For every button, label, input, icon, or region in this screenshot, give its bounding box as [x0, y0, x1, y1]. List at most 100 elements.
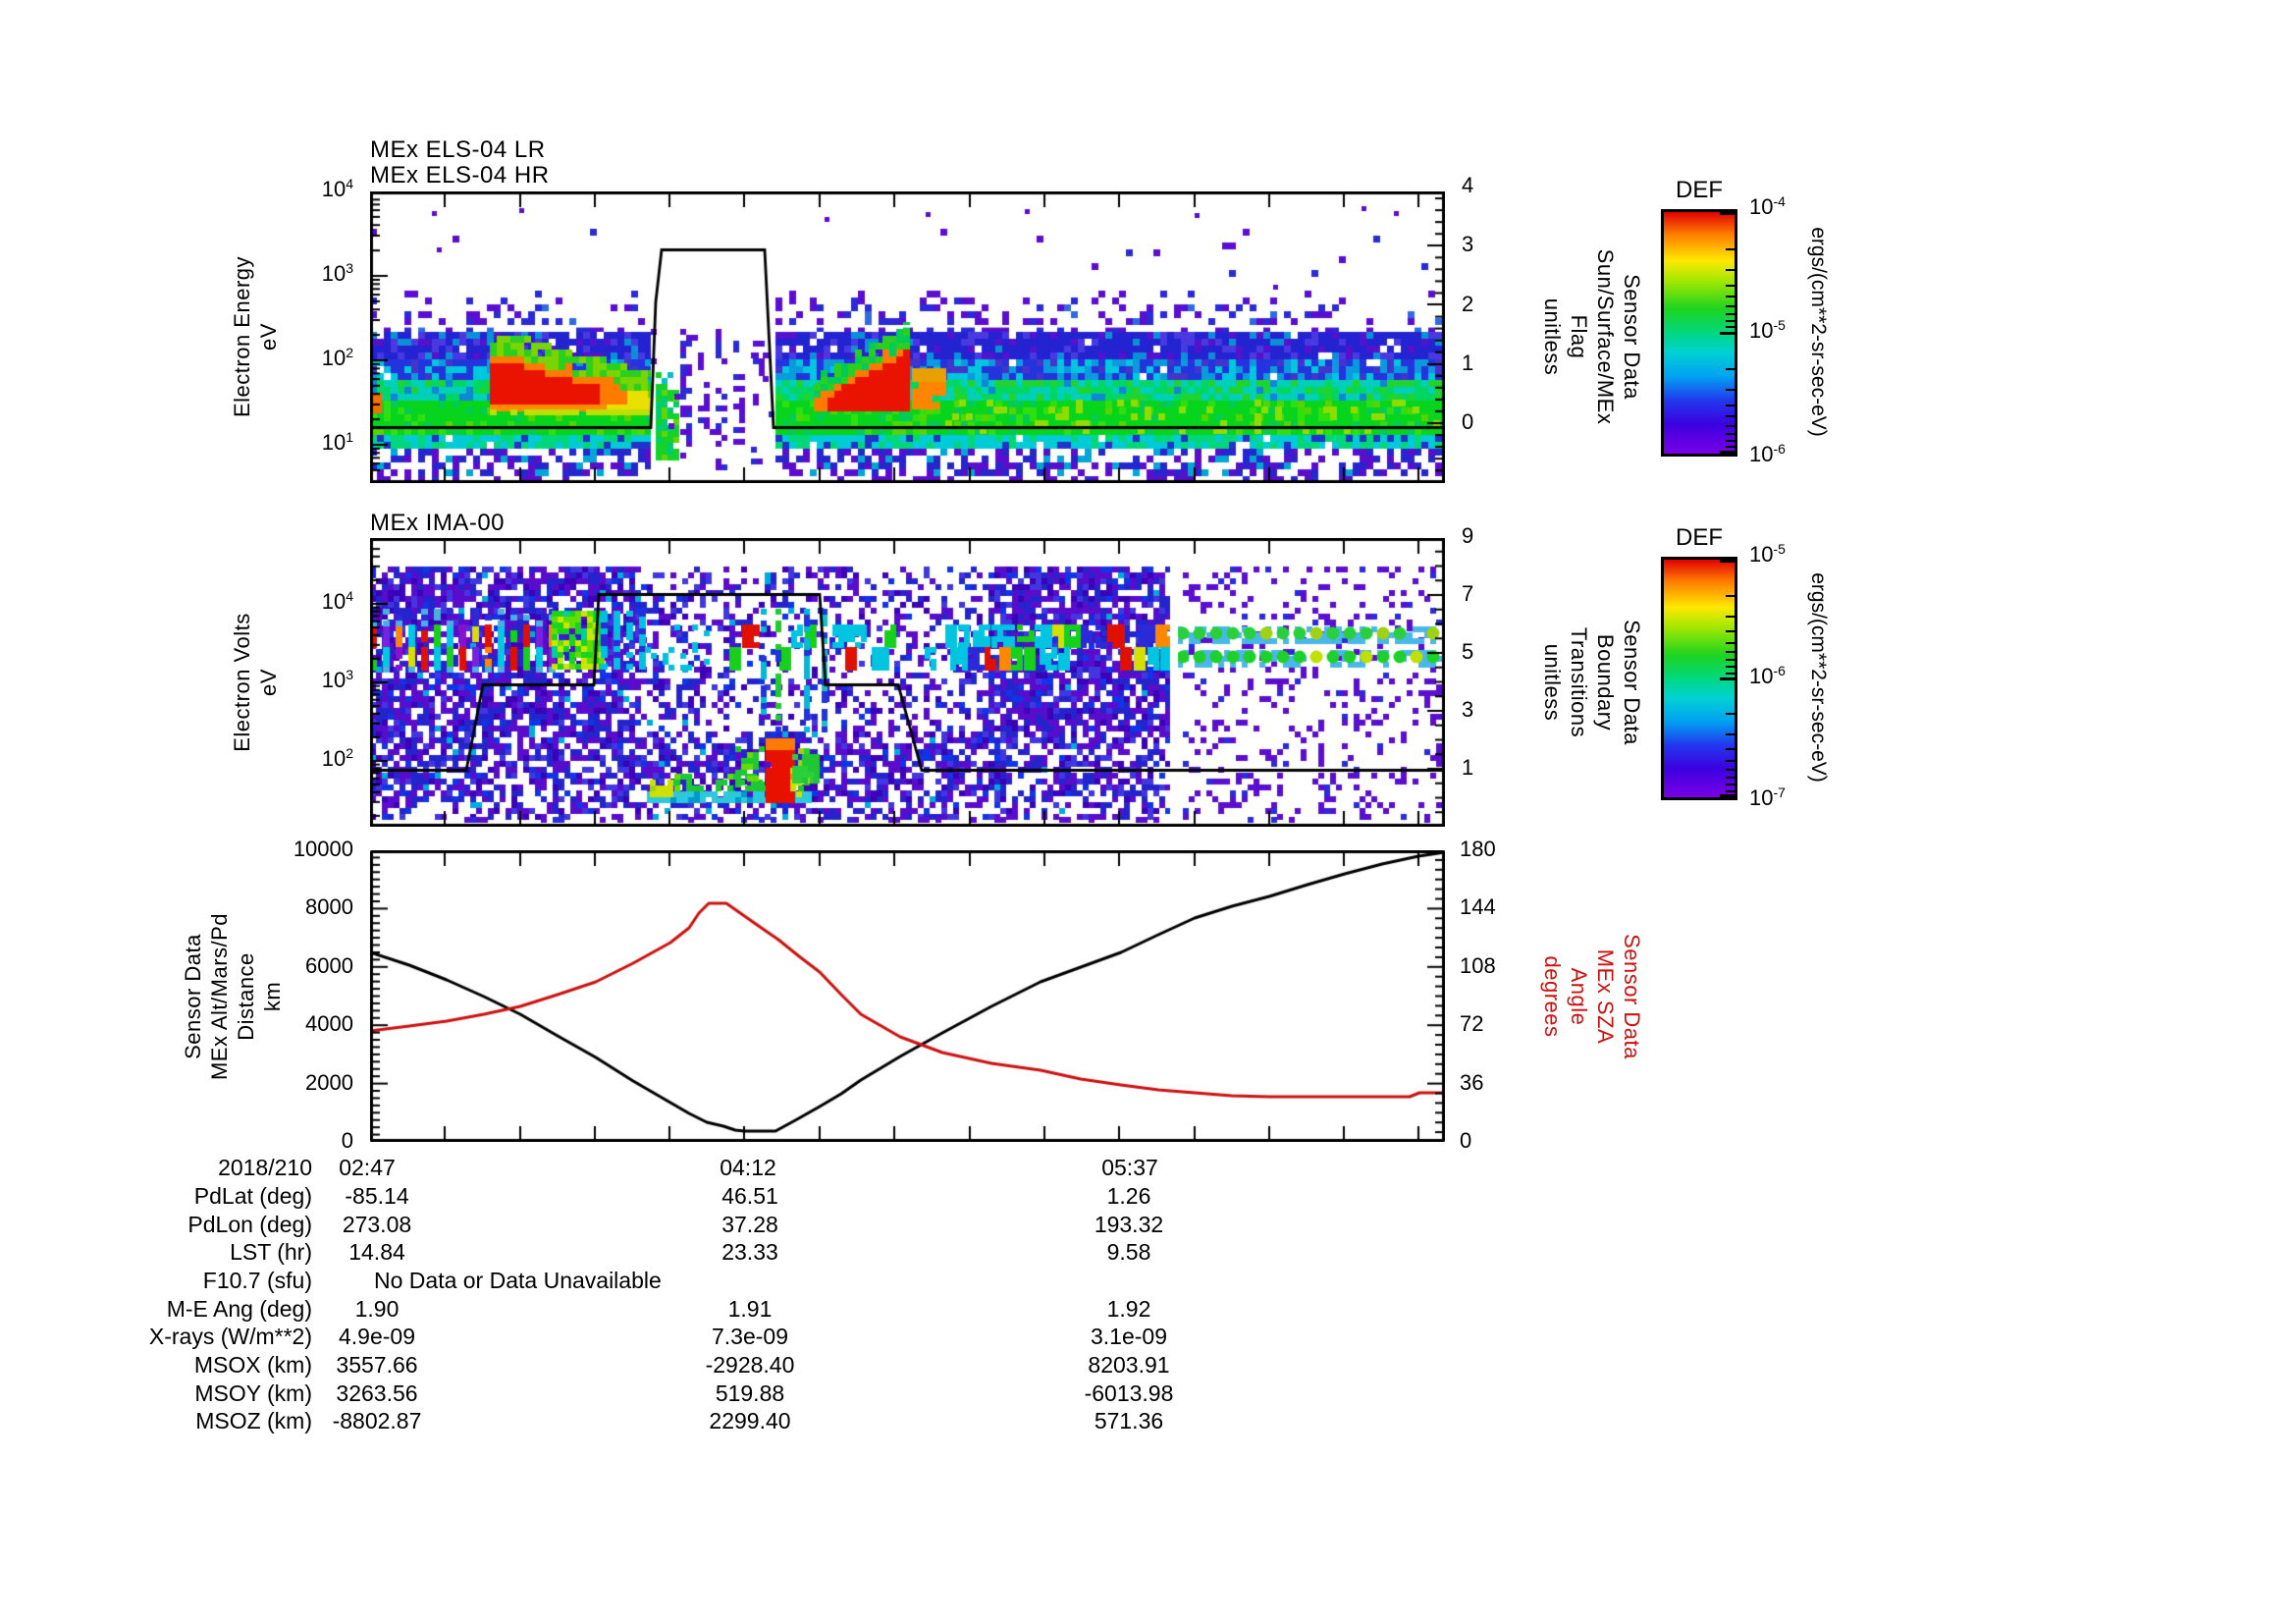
- table-row-0-value-0: 02:47: [339, 1155, 396, 1180]
- colorbar-1-minor-tick: [1726, 769, 1735, 772]
- colorbar-0-tick-label-2-exp: -6: [1773, 441, 1786, 457]
- ima-left-tick-label-0: 104: [238, 588, 353, 615]
- els-left-tick-label-2: 102: [238, 345, 353, 371]
- colorbar-1-tick-label-1-exp: -6: [1773, 663, 1786, 678]
- els-left-tick-label-3-exp: 1: [346, 429, 353, 445]
- colorbar-1-minor-tick: [1726, 659, 1735, 662]
- table-row-4-nodata: No Data or Data Unavailable: [374, 1268, 662, 1293]
- colorbar-1-minor-tick: [1726, 672, 1735, 675]
- els-left-tick-label-1-exp: 3: [346, 260, 353, 276]
- ima-right-tick-label-3: 3: [1462, 697, 1474, 722]
- ima-right-tick-label-1: 7: [1462, 581, 1474, 606]
- colorbar-0-tick-label-0-base: 10: [1749, 194, 1774, 219]
- dist-left-tick-label-2: 6000: [305, 953, 353, 978]
- colorbar-0-minor-tick: [1726, 415, 1735, 418]
- table-row-2-value-2: 193.32: [1094, 1212, 1164, 1237]
- colorbar-1-major-tick: [1720, 560, 1735, 563]
- els-title-hr: MEx ELS-04 HR: [370, 162, 550, 189]
- colorbar-1-major-tick: [1720, 794, 1735, 797]
- dist-right-tick-label-2: 108: [1460, 953, 1496, 978]
- table-row-7-value-2: 8203.91: [1088, 1352, 1170, 1378]
- table-row-3-label: LST (hr): [230, 1239, 312, 1265]
- colorbar-1-major-tick: [1720, 677, 1735, 680]
- table-row-2-value-0: 273.08: [342, 1212, 412, 1237]
- colorbar-0-tick-label-2: 10-6: [1749, 441, 1838, 467]
- colorbar-1-tick-label-1: 10-6: [1749, 663, 1838, 689]
- colorbar-0: [1661, 209, 1737, 457]
- ima-left-tick-label-1-exp: 3: [346, 667, 353, 682]
- table-row-1-value-0: -85.14: [345, 1183, 409, 1209]
- table-row-8-value-2: -6013.98: [1084, 1380, 1174, 1406]
- table-row-3-value-1: 23.33: [721, 1239, 778, 1265]
- table-row-9-value-2: 571.36: [1094, 1408, 1164, 1434]
- ima-left-tick-label-2: 102: [238, 745, 353, 772]
- table-row-1-value-1: 46.51: [721, 1183, 778, 1209]
- dist-left-tick-label-3: 4000: [305, 1011, 353, 1036]
- colorbar-0-tick-label-1-base: 10: [1749, 318, 1774, 343]
- colorbar-1-minor-tick: [1726, 748, 1735, 751]
- colorbar-0-minor-tick: [1726, 304, 1735, 307]
- els-left-tick-label-1: 103: [238, 260, 353, 287]
- colorbar-0-minor-tick: [1726, 389, 1735, 392]
- els-right-tick-label-4: 0: [1462, 409, 1474, 434]
- table-row-5-label: M-E Ang (deg): [166, 1296, 312, 1322]
- table-row-5-value-0: 1.90: [354, 1296, 400, 1322]
- table-row-8-label: MSOY (km): [194, 1380, 312, 1406]
- table-row-6-label: X-rays (W/m**2): [148, 1324, 312, 1349]
- colorbar-1-minor-tick: [1726, 777, 1735, 780]
- els-right-tick-label-2: 2: [1462, 292, 1474, 316]
- colorbar-1-minor-tick: [1726, 641, 1735, 644]
- els-left-tick-label-0-exp: 4: [346, 176, 353, 191]
- ima-title: MEx IMA-00: [370, 510, 506, 536]
- dist-left-tick-label-0: 10000: [293, 837, 353, 861]
- colorbar-0-tick-label-0-exp: -4: [1773, 193, 1786, 209]
- table-row-9-value-0: -8802.87: [332, 1408, 422, 1434]
- table-row-6-value-2: 3.1e-09: [1090, 1324, 1167, 1349]
- colorbar-0-tick-label-0: 10-4: [1749, 193, 1838, 220]
- els-left-tick-label-2-base: 10: [321, 346, 347, 370]
- table-row-8-value-1: 519.88: [715, 1380, 785, 1406]
- colorbar-0-major-tick: [1720, 451, 1735, 454]
- table-row-1-value-2: 1.26: [1106, 1183, 1151, 1209]
- dist-right-tick-label-4: 36: [1460, 1070, 1484, 1095]
- colorbar-0-tick-label-1: 10-5: [1749, 317, 1838, 344]
- colorbar-1-minor-tick: [1726, 789, 1735, 792]
- table-row-2-label: PdLon (deg): [187, 1212, 312, 1237]
- table-row-3-value-2: 9.58: [1106, 1239, 1151, 1265]
- colorbar-0-tick-label-1-exp: -5: [1773, 317, 1786, 333]
- table-row-9-label: MSOZ (km): [195, 1408, 312, 1434]
- colorbar-1-minor-tick: [1726, 759, 1735, 762]
- els-title-lr: MEx ELS-04 LR: [370, 136, 546, 163]
- distance-sza-chart-canvas: [370, 850, 1445, 1142]
- dist-right-tick-label-3: 72: [1460, 1011, 1484, 1036]
- els-spectrogram-canvas: [370, 191, 1445, 483]
- colorbar-1-minor-tick: [1726, 616, 1735, 619]
- table-row-1-label: PdLat (deg): [193, 1183, 312, 1209]
- els-left-tick-label-0: 104: [238, 176, 353, 202]
- table-row-5-value-1: 1.91: [727, 1296, 773, 1322]
- table-row-2-value-1: 37.28: [721, 1212, 778, 1237]
- ima-spectrogram-canvas: [370, 538, 1445, 827]
- table-row-7-value-1: -2928.40: [705, 1352, 795, 1378]
- colorbar-0-minor-tick: [1726, 284, 1735, 287]
- dist-left-tick-label-5: 0: [341, 1128, 353, 1153]
- colorbar-1-tick-label-0-exp: -5: [1773, 541, 1786, 557]
- table-row-3-value-0: 14.84: [348, 1239, 405, 1265]
- colorbar-1-tick-label-2: 10-7: [1749, 784, 1838, 811]
- colorbar-0-minor-tick: [1726, 320, 1735, 323]
- table-row-7-value-0: 3557.66: [336, 1352, 418, 1378]
- colorbar-1-tick-label-2-exp: -7: [1773, 784, 1786, 800]
- els-left-tick-label-0-base: 10: [321, 177, 347, 201]
- dist-right-tick-label-1: 144: [1460, 894, 1496, 919]
- colorbar-1-tick-label-0: 10-5: [1749, 541, 1838, 568]
- els-left-tick-label-1-base: 10: [321, 261, 347, 286]
- colorbar-1-minor-tick: [1726, 630, 1735, 633]
- table-row-5-value-2: 1.92: [1106, 1296, 1151, 1322]
- els-left-tick-label-3: 101: [238, 429, 353, 456]
- colorbar-1-minor-tick: [1726, 733, 1735, 736]
- colorbar-1-minor-tick: [1726, 713, 1735, 716]
- colorbar-1-tick-label-0-base: 10: [1749, 542, 1774, 567]
- els-left-tick-label-2-exp: 2: [346, 345, 353, 360]
- els-right-tick-label-3: 1: [1462, 351, 1474, 375]
- els-left-tick-label-3-base: 10: [321, 430, 347, 455]
